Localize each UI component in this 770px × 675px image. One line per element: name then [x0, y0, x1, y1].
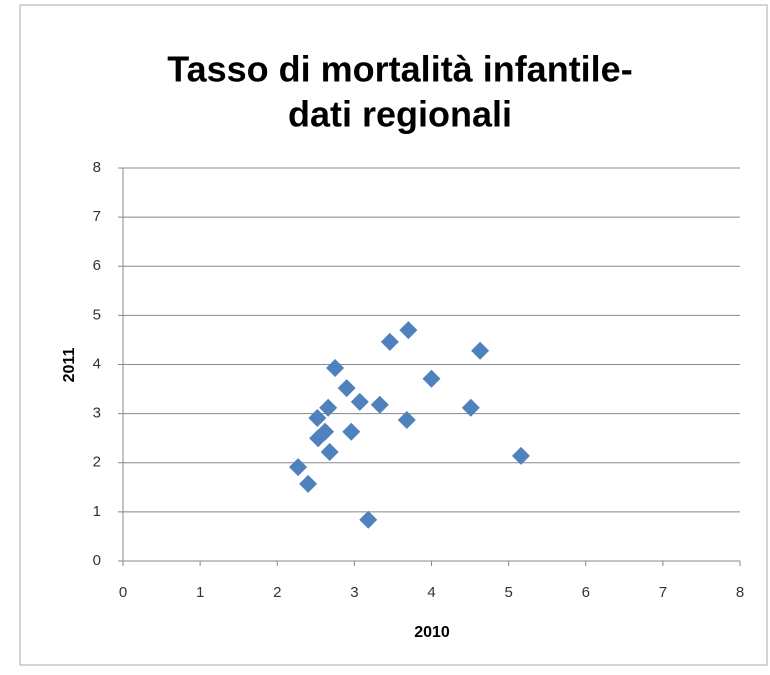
y-tick-label: 4	[93, 355, 101, 372]
data-point	[319, 398, 338, 417]
y-tick-label: 3	[93, 405, 101, 422]
y-tick-label: 0	[93, 552, 101, 569]
y-tick-label: 2	[93, 454, 101, 471]
x-tick-label: 8	[736, 584, 744, 601]
y-tick-label: 6	[93, 257, 101, 274]
y-tick-label: 7	[93, 208, 101, 225]
chart-title: dati regionali	[288, 94, 512, 135]
data-point	[511, 446, 530, 465]
data-point	[399, 321, 418, 340]
chart-title: Tasso di mortalità infantile-	[167, 49, 632, 90]
x-tick-label: 7	[659, 584, 667, 601]
x-tick-label: 3	[350, 584, 358, 601]
x-tick-label: 2	[273, 584, 281, 601]
data-point	[422, 369, 441, 388]
data-point	[337, 379, 356, 398]
y-tick-label: 8	[93, 159, 101, 176]
data-point	[326, 358, 345, 377]
data-point	[308, 409, 327, 428]
data-point	[461, 398, 480, 417]
data-point	[299, 474, 318, 493]
x-tick-label: 1	[196, 584, 204, 601]
x-tick-label: 4	[427, 584, 435, 601]
x-axis-label: 2010	[414, 624, 450, 641]
x-tick-label: 5	[504, 584, 512, 601]
data-point	[350, 392, 369, 411]
data-point	[380, 332, 399, 351]
y-tick-label: 5	[93, 306, 101, 323]
data-point	[320, 442, 339, 461]
data-point	[471, 341, 490, 360]
data-point	[342, 422, 361, 441]
data-point	[316, 422, 335, 441]
y-tick-label: 1	[93, 503, 101, 520]
data-point	[397, 411, 416, 430]
x-tick-label: 0	[119, 584, 127, 601]
data-point	[370, 395, 389, 414]
x-tick-label: 6	[582, 584, 590, 601]
data-point	[359, 510, 378, 529]
data-point	[289, 458, 308, 477]
chart-border	[19, 4, 768, 666]
y-axis-label: 2011	[61, 348, 78, 383]
